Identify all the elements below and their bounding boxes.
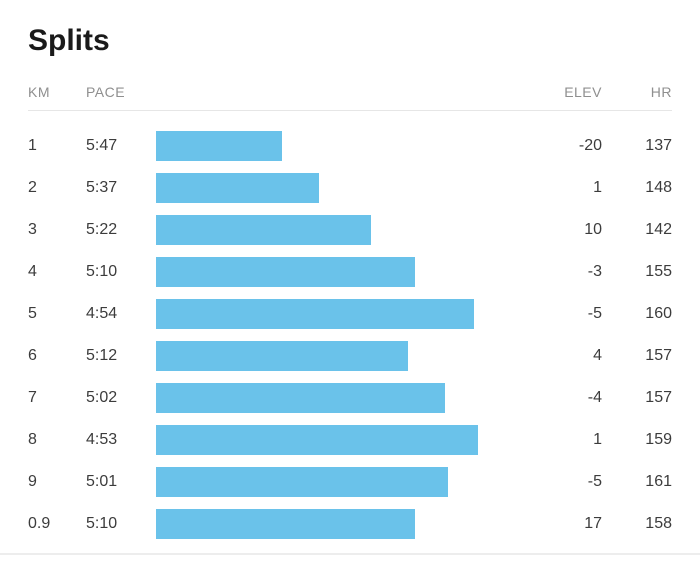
table-row: 0.95:10 17158	[28, 503, 672, 545]
pace-bar-track	[156, 509, 526, 539]
pace-bar	[156, 173, 319, 203]
cell-bar	[156, 341, 532, 371]
cell-elev: 1	[532, 431, 602, 449]
cell-elev: -5	[532, 473, 602, 491]
pace-bar-track	[156, 299, 526, 329]
header-spacer	[156, 84, 532, 100]
cell-km: 5	[28, 305, 86, 323]
table-row: 65:12 4157	[28, 335, 672, 377]
table-row: 84:53 1159	[28, 419, 672, 461]
pace-bar-track	[156, 467, 526, 497]
cell-pace: 5:12	[86, 347, 156, 365]
cell-elev: 17	[532, 515, 602, 533]
cell-bar	[156, 215, 532, 245]
cell-pace: 5:37	[86, 179, 156, 197]
pace-bar-track	[156, 383, 526, 413]
cell-bar	[156, 509, 532, 539]
footer-divider	[0, 553, 700, 555]
cell-hr: 137	[602, 137, 672, 155]
cell-elev: -4	[532, 389, 602, 407]
cell-bar	[156, 383, 532, 413]
table-row: 15:47 -20137	[28, 125, 672, 167]
table-row: 25:37 1148	[28, 167, 672, 209]
table-row: 54:54 -5160	[28, 293, 672, 335]
pace-bar-track	[156, 131, 526, 161]
pace-bar	[156, 383, 445, 413]
pace-bar-track	[156, 257, 526, 287]
cell-hr: 157	[602, 389, 672, 407]
cell-km: 2	[28, 179, 86, 197]
cell-hr: 142	[602, 221, 672, 239]
cell-bar	[156, 467, 532, 497]
cell-hr: 148	[602, 179, 672, 197]
cell-elev: -20	[532, 137, 602, 155]
cell-pace: 5:01	[86, 473, 156, 491]
cell-hr: 157	[602, 347, 672, 365]
cell-bar	[156, 131, 532, 161]
pace-bar	[156, 341, 408, 371]
rows-container: 15:47-2013725:37114835:221014245:10-3155…	[28, 125, 672, 545]
cell-km: 3	[28, 221, 86, 239]
cell-bar	[156, 299, 532, 329]
cell-pace: 5:10	[86, 263, 156, 281]
cell-pace: 5:47	[86, 137, 156, 155]
cell-km: 0.9	[28, 515, 86, 533]
cell-elev: 10	[532, 221, 602, 239]
pace-bar	[156, 257, 415, 287]
cell-hr: 160	[602, 305, 672, 323]
cell-elev: 1	[532, 179, 602, 197]
pace-bar-track	[156, 215, 526, 245]
table-row: 75:02 -4157	[28, 377, 672, 419]
cell-pace: 4:53	[86, 431, 156, 449]
header-elev: ELEV	[532, 84, 602, 100]
cell-km: 1	[28, 137, 86, 155]
cell-pace: 5:22	[86, 221, 156, 239]
header-pace: PACE	[86, 84, 156, 100]
pace-bar	[156, 425, 478, 455]
cell-km: 9	[28, 473, 86, 491]
cell-elev: 4	[532, 347, 602, 365]
pace-bar-track	[156, 341, 526, 371]
table-row: 95:01 -5161	[28, 461, 672, 503]
cell-km: 8	[28, 431, 86, 449]
pace-bar-track	[156, 425, 526, 455]
pace-bar	[156, 299, 474, 329]
cell-km: 4	[28, 263, 86, 281]
cell-bar	[156, 173, 532, 203]
table-header: KM PACE ELEV HR	[28, 84, 672, 110]
cell-hr: 159	[602, 431, 672, 449]
cell-hr: 161	[602, 473, 672, 491]
header-hr: HR	[602, 84, 672, 100]
cell-elev: -5	[532, 305, 602, 323]
splits-panel: Splits KM PACE ELEV HR 15:47-2013725:371…	[0, 0, 700, 565]
cell-hr: 155	[602, 263, 672, 281]
cell-pace: 5:10	[86, 515, 156, 533]
cell-km: 6	[28, 347, 86, 365]
pace-bar	[156, 215, 371, 245]
cell-bar	[156, 425, 532, 455]
header-km: KM	[28, 84, 86, 100]
cell-pace: 4:54	[86, 305, 156, 323]
cell-km: 7	[28, 389, 86, 407]
cell-bar	[156, 257, 532, 287]
table-row: 45:10 -3155	[28, 251, 672, 293]
table-row: 35:22 10142	[28, 209, 672, 251]
pace-bar	[156, 467, 448, 497]
page-title: Splits	[28, 24, 672, 58]
pace-bar-track	[156, 173, 526, 203]
cell-pace: 5:02	[86, 389, 156, 407]
cell-elev: -3	[532, 263, 602, 281]
pace-bar	[156, 509, 415, 539]
header-divider	[28, 110, 672, 111]
cell-hr: 158	[602, 515, 672, 533]
pace-bar	[156, 131, 282, 161]
